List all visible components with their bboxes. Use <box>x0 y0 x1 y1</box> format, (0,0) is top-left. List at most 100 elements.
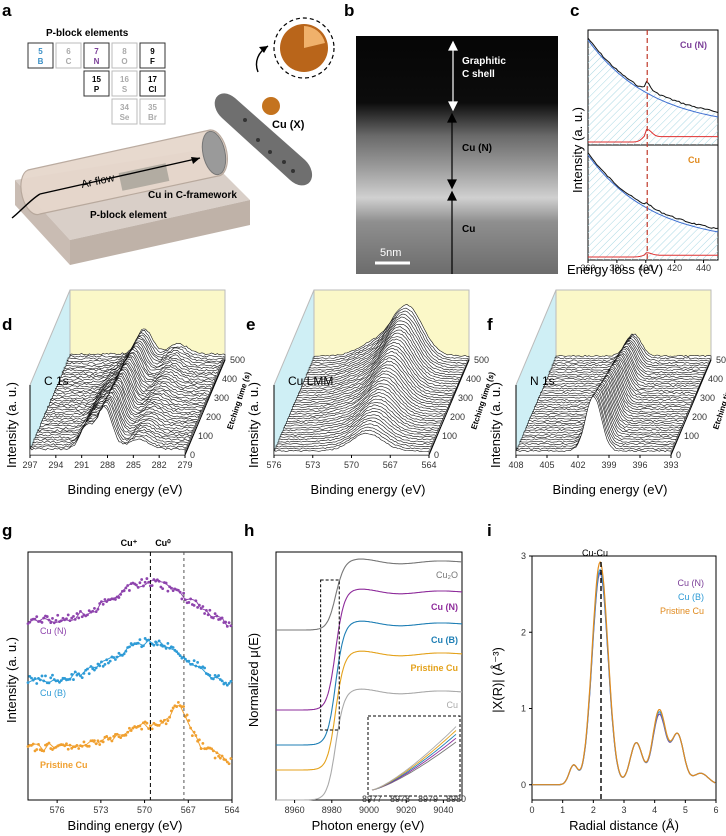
g-point-2 <box>93 739 96 743</box>
cu-zero-label: Cu⁰ <box>155 538 171 548</box>
tem-shell-line2: C shell <box>462 69 495 80</box>
h-ylabel: Normalized μ(E) <box>246 633 261 727</box>
waterfall-x-tick-label: 567 <box>383 460 398 470</box>
g-point-0 <box>54 619 58 622</box>
waterfall-x-tick-label: 393 <box>663 460 678 470</box>
h-tick-label: 9000 <box>359 805 379 815</box>
g-point-2 <box>77 747 81 750</box>
element-number: 15 <box>92 75 101 84</box>
waterfall-x-tick-label: 402 <box>570 460 585 470</box>
tem-arrows <box>448 40 458 112</box>
h-tick-label: 9020 <box>396 805 416 815</box>
g-legend-cun: Cu (N) <box>40 626 67 636</box>
g-point-0 <box>51 617 54 620</box>
g-point-1 <box>107 661 110 665</box>
f-ylabel: Intensity (a. u.) <box>488 382 503 468</box>
g-point-0 <box>138 581 142 585</box>
h-spectrum-4 <box>276 688 463 801</box>
g-tick-label: 573 <box>93 805 108 815</box>
element-symbol: B <box>38 57 44 66</box>
g-point-2 <box>128 726 131 730</box>
element-cell <box>111 70 138 97</box>
waterfall-z-tick-label: 300 <box>458 393 473 403</box>
i-y-tick-label: 2 <box>521 627 526 637</box>
element-symbol: Cl <box>149 85 157 94</box>
eels-xlabel: Energy loss (eV) <box>567 262 663 277</box>
f-xlabel: Binding energy (eV) <box>553 482 668 497</box>
waterfall-x-tick-label: 291 <box>74 460 89 470</box>
g-tick-label: 567 <box>181 805 196 815</box>
g-point-1 <box>196 660 200 664</box>
g-line-0 <box>27 579 228 627</box>
g-point-1 <box>30 676 33 680</box>
h-spectrum-1 <box>276 588 463 711</box>
g-point-0 <box>208 608 212 612</box>
waterfall-z-tick-label: 500 <box>716 355 726 365</box>
culmm-tag: Cu LMM <box>288 374 333 388</box>
i-x-tick-label: 1 <box>560 805 565 815</box>
g-point-1 <box>35 682 39 685</box>
element-number: 5 <box>38 47 43 56</box>
h-tick-label: 9040 <box>433 805 453 815</box>
exafs-chart: 0 1 2 3 4 5 6 0 1 2 3 <box>521 551 719 815</box>
element-cell <box>139 98 166 125</box>
g-point-1 <box>138 638 142 642</box>
g-point-0 <box>166 589 170 593</box>
i-legend-cun: Cu (N) <box>678 578 705 588</box>
g-point-2 <box>166 719 170 722</box>
g-point-2 <box>150 727 154 731</box>
g-point-0 <box>70 616 74 620</box>
waterfall-z-tick-label: 0 <box>434 450 439 460</box>
panel-label-b: b <box>344 1 354 20</box>
c1s-tag: C 1s <box>44 374 69 388</box>
i-peak-label: Cu-Cu <box>582 548 608 558</box>
element-symbol: S <box>122 85 128 94</box>
g-legend-pristine: Pristine Cu <box>40 760 88 770</box>
waterfall-z-tick-label: 0 <box>676 450 681 460</box>
h-spectrum-3 <box>276 650 463 771</box>
g-point-2 <box>227 762 231 766</box>
g-point-2 <box>65 742 68 746</box>
tem-arrows-dark <box>447 112 457 274</box>
i-y-tick-label: 3 <box>521 551 526 561</box>
g-point-2 <box>35 748 39 751</box>
g-point-2 <box>101 740 105 744</box>
h-xlabel: Photon energy (eV) <box>312 818 425 833</box>
element-cell <box>27 42 54 69</box>
g-point-0 <box>66 613 70 617</box>
g-point-0 <box>75 612 79 615</box>
g-point-2 <box>190 734 194 738</box>
tem-image <box>356 36 558 274</box>
i-legend-cub: Cu (B) <box>678 592 704 602</box>
g-point-2 <box>176 700 180 704</box>
h-inset-line-4 <box>371 726 457 791</box>
g-point-1 <box>80 676 84 680</box>
element-cell <box>83 42 110 69</box>
i-ylabel: |X(R)| (Å⁻³) <box>490 647 505 713</box>
g-point-1 <box>49 676 53 680</box>
waterfall-x-tick-label: 576 <box>266 460 281 470</box>
g-line-1 <box>27 639 228 686</box>
g-point-0 <box>150 584 154 587</box>
tem-cu-label: Cu <box>462 224 475 235</box>
g-point-0 <box>35 615 39 618</box>
i-x-tick-label: 6 <box>713 805 718 815</box>
waterfall-z-tick-label: 100 <box>198 431 213 441</box>
g-point-2 <box>217 754 220 758</box>
h-inset <box>367 715 461 797</box>
g-point-0 <box>203 612 207 615</box>
eels-tick-label: 440 <box>696 263 711 273</box>
i-xlabel: Radial distance (Å) <box>569 818 679 833</box>
g-point-1 <box>87 672 91 676</box>
g-point-1 <box>51 673 54 677</box>
panel-label-c: c <box>570 1 579 20</box>
waterfall-z-tick-label: 100 <box>684 431 699 441</box>
g-point-2 <box>124 733 128 737</box>
tube-illustration <box>214 17 335 186</box>
waterfall-z-tick-label: 200 <box>692 412 707 422</box>
element-cell <box>139 42 166 69</box>
h-inset-tick: 8979 <box>418 794 438 804</box>
waterfall-z-tick-label: 400 <box>222 374 237 384</box>
